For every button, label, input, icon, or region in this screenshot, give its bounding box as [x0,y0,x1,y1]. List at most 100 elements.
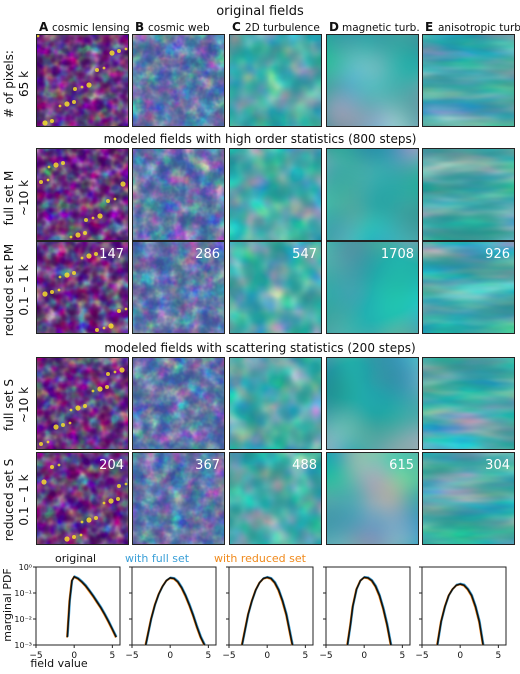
y-tick-label: 10⁻¹ [14,589,32,598]
column-header-a: A cosmic lensing [39,20,130,34]
column-label-d: magnetic turb. [342,22,420,34]
x-tick-label: 5 [302,651,308,661]
row-label-reduced-set-pm-count: 0.1 – 1 k [17,264,31,315]
column-letter-e: E [425,20,433,34]
field-image-original-2d-turbulence [229,34,322,127]
pdf-panel-frame [421,566,507,646]
marginal-pdf-panels: −5 0 5 10⁻³ 10⁻² 10⁻¹ 10⁰ −5 0 5 −5 0 5 −5 0 5 −5 0 5 [14,563,507,661]
pdf-legend: original with full set with reduced set [55,552,307,565]
pdf-panel-frame [325,566,411,646]
scattering-reduced-count-cosmic-lensing: 204 [99,458,124,473]
column-header-e: E anisotropic turb. [425,20,520,34]
field-image-scattering-reduced-anisotropic-turb [422,452,515,545]
field-image-original-cosmic-lensing [36,34,129,127]
high-order-reduced-count-2d-turbulence: 547 [292,247,317,262]
x-tick-label: 0 [457,651,463,661]
legend-full-set: with full set [125,552,190,565]
pdf-panel-anisotropic-turb: −5 0 5 [415,566,507,661]
pdf-curve-original [66,575,117,638]
row-label-full-set-m-count: ~10 k [17,180,31,216]
y-tick-label: 10⁻³ [14,641,32,650]
field-image-high-order-reduced-2d-turbulence [229,241,322,334]
pdf-curve-original [436,583,484,646]
field-image-original-magnetic-turb [326,34,419,127]
scattering-reduced-count-anisotropic-turb: 304 [485,458,510,473]
column-header-b: B cosmic web [135,20,210,34]
x-tick-label: 0 [264,651,270,661]
section-title-scattering: modeled fields with scattering statistic… [104,341,415,355]
field-image-original-cosmic-web [132,34,225,127]
column-label-c: 2D turbulence [245,22,320,34]
column-label-e: anisotropic turb. [438,22,520,34]
x-tick-label: 5 [205,651,211,661]
column-letter-b: B [135,20,144,34]
x-tick-label: 5 [495,651,501,661]
pdf-curve-original [241,576,294,646]
row-label-scat-full: full set S ~10 k [2,379,31,431]
field-image-high-order-full-cosmic-web [132,148,225,241]
pdf-curve-original [346,576,392,646]
x-tick-label: 5 [109,651,115,661]
pdf-panel-cosmic-web: −5 0 5 [125,566,217,661]
pdf-panel-2d-turbulence: −5 0 5 [222,566,314,661]
field-image-scattering-reduced-cosmic-web [132,452,225,545]
row-label-full-set-m: full set M [2,171,16,226]
pdf-panel-magnetic-turb: −5 0 5 [319,566,411,661]
field-image-high-order-reduced-magnetic-turb [326,241,419,334]
field-image-scattering-full-cosmic-web [132,357,225,450]
field-image-scattering-full-cosmic-lensing [36,357,129,450]
row-label-pixels: # of pixels: [2,50,16,118]
column-letter-c: C [232,20,241,34]
x-tick-label: −5 [29,651,42,661]
scattering-reduced-count-cosmic-web: 367 [195,458,220,473]
pdf-ylabel: marginal PDF [1,568,14,642]
row-label-high-full: full set M ~10 k [2,171,31,226]
section-title-original: original fields [216,4,304,19]
field-image-high-order-full-anisotropic-turb [422,148,515,241]
field-image-high-order-full-magnetic-turb [326,148,419,241]
field-image-high-order-reduced-cosmic-web [132,241,225,334]
x-tick-label: −5 [415,651,428,661]
field-image-high-order-reduced-anisotropic-turb [422,241,515,334]
x-tick-label: 5 [399,651,405,661]
column-header-c: C 2D turbulence [232,20,320,34]
high-order-reduced-count-cosmic-lensing: 147 [99,247,124,262]
field-image-scattering-full-magnetic-turb [326,357,419,450]
x-tick-label: 0 [361,651,367,661]
row-label-scat-reduced: reduced set S 0.1 – 1 k [2,459,31,541]
field-image-high-order-full-cosmic-lensing [36,148,129,241]
x-tick-label: −5 [125,651,138,661]
legend-original: original [55,552,96,565]
high-order-reduced-count-cosmic-web: 286 [195,247,220,262]
row-label-pixels-value: 65 k [17,71,31,97]
pdf-panel-cosmic-lensing: −5 0 5 10⁻³ 10⁻² 10⁻¹ 10⁰ [14,563,121,661]
row-label-reduced-set-s: reduced set S [2,459,16,541]
column-header-d: D magnetic turb. [329,20,420,34]
pdf-xlabel: field value [30,657,88,670]
field-image-grid: 147 286 547 1708 926 204 367 488 615 304 [36,34,515,545]
field-image-scattering-reduced-cosmic-lensing [36,452,129,545]
high-order-reduced-count-magnetic-turb: 1708 [381,247,414,262]
x-tick-label: −5 [222,651,235,661]
x-tick-label: 0 [167,651,173,661]
y-tick-label: 10⁰ [19,563,32,572]
field-image-scattering-reduced-2d-turbulence [229,452,322,545]
x-tick-label: 0 [71,651,77,661]
row-label-reduced-set-pm: reduced set PM [2,244,16,336]
column-label-a: cosmic lensing [52,22,130,34]
high-order-reduced-count-anisotropic-turb: 926 [485,247,510,262]
column-label-b: cosmic web [148,22,210,34]
scattering-reduced-count-magnetic-turb: 615 [389,458,414,473]
x-tick-label: −5 [319,651,332,661]
scattering-reduced-count-2d-turbulence: 488 [292,458,317,473]
row-label-full-set-s: full set S [2,379,16,431]
field-image-original-anisotropic-turb [422,34,515,127]
field-image-high-order-full-2d-turbulence [229,148,322,241]
column-letter-d: D [329,20,339,34]
row-label-high-reduced: reduced set PM 0.1 – 1 k [2,244,31,336]
field-image-scattering-reduced-magnetic-turb [326,452,419,545]
y-tick-label: 10⁻² [14,615,32,624]
row-label-original: # of pixels: 65 k [2,50,31,118]
field-image-high-order-reduced-cosmic-lensing [36,241,129,334]
